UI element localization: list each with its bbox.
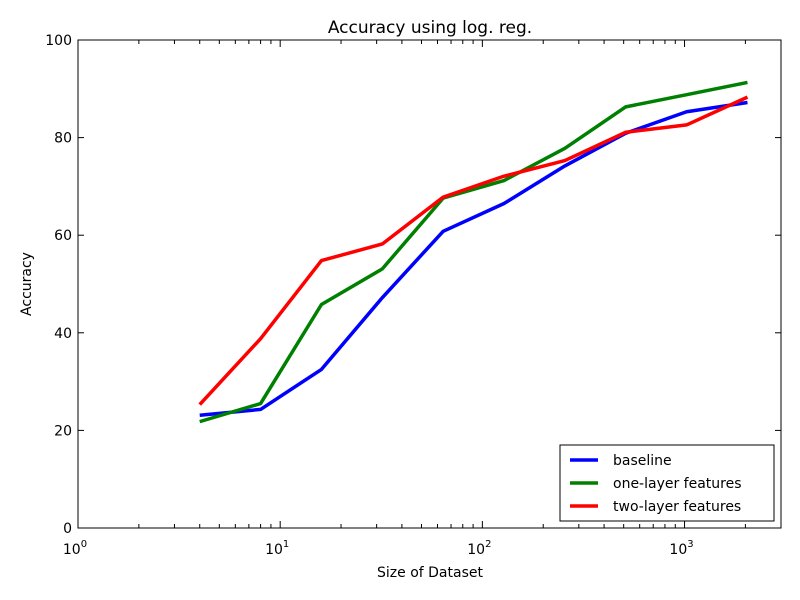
series-line-2 xyxy=(198,95,749,406)
x-tick-label: 102 xyxy=(467,539,491,558)
x-tick-label: 101 xyxy=(265,539,289,558)
series-line-1 xyxy=(199,80,748,424)
legend: baseline one-layer features two-layer feat… xyxy=(559,444,775,522)
y-axis-label: Accuracy xyxy=(19,252,35,316)
x-axis-label: Size of Dataset xyxy=(377,565,483,581)
y-tick-label: 20 xyxy=(54,423,72,439)
x-tick-label: 103 xyxy=(669,539,693,558)
y-tick-label: 80 xyxy=(54,131,72,147)
x-tick-label: 100 xyxy=(63,539,87,558)
plot-frame xyxy=(77,39,782,529)
y-tick-label: 40 xyxy=(54,326,72,342)
legend-label-0: baseline xyxy=(613,453,672,469)
legend-label-2: two-layer features xyxy=(613,499,741,515)
y-tick-label: 60 xyxy=(54,228,72,244)
y-tick-label: 100 xyxy=(45,33,72,49)
chart-title: Accuracy using log. reg. xyxy=(328,18,532,38)
y-tick-label: 0 xyxy=(63,521,72,537)
plot-area: 0 20 40 60 80 100 100 101 102 103 baseline one-laye… xyxy=(45,33,782,558)
legend-label-1: one-layer features xyxy=(613,476,742,492)
series-line-0 xyxy=(199,100,748,418)
